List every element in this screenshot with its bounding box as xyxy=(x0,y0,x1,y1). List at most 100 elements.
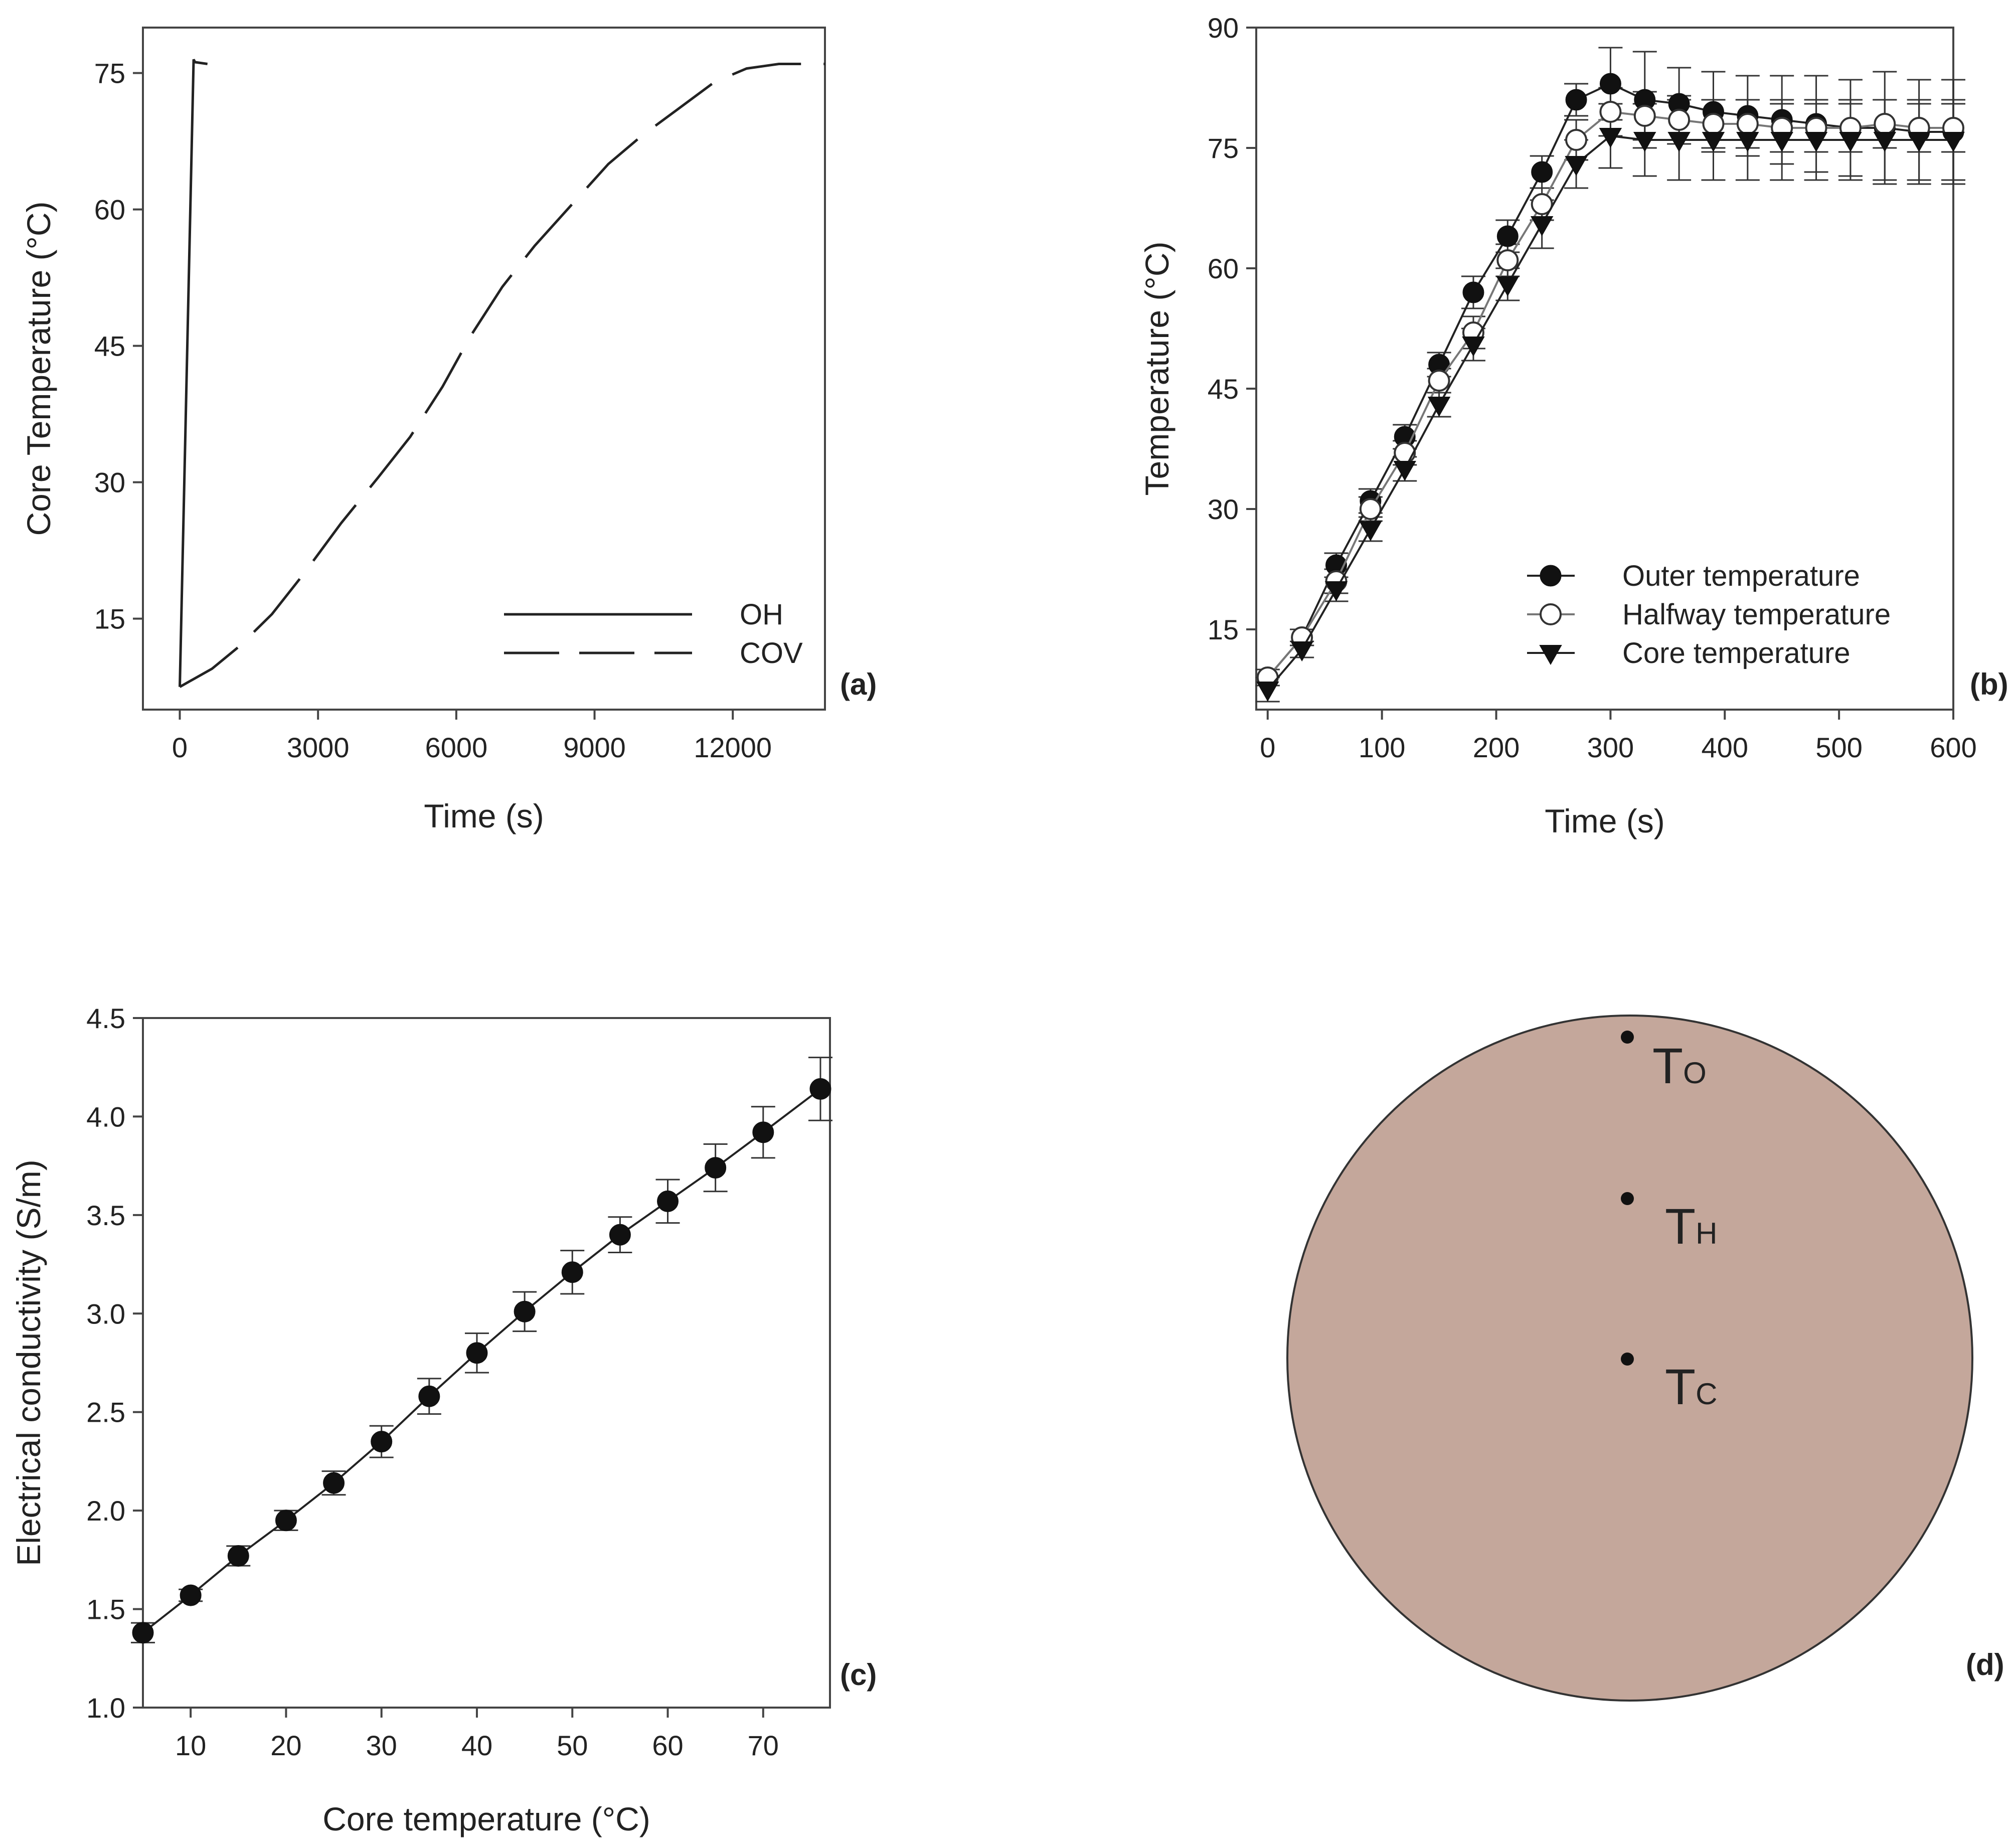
plot-frame-b xyxy=(1255,27,1954,711)
y-axis-title-a: Core Temperature (°C) xyxy=(20,201,57,536)
data-point-core xyxy=(1462,337,1485,357)
data-point-conductivity xyxy=(418,1385,440,1407)
x-axis-title-b: Time (s) xyxy=(1545,802,1665,839)
panel-label-c: (c) xyxy=(840,1658,877,1692)
data-point-conductivity xyxy=(275,1509,297,1532)
legend-marker-outer xyxy=(1540,565,1562,587)
data-point-conductivity xyxy=(609,1224,631,1246)
data-point-halfway xyxy=(1496,249,1519,271)
data-point-conductivity xyxy=(705,1157,727,1179)
legend-label-halfway: Halfway temperature xyxy=(1622,598,1891,631)
x-tick-label-c: 10 xyxy=(175,1730,206,1761)
panel-d-sensor-diagram: TO TH TC (d) xyxy=(1286,1015,2004,1702)
data-point-halfway xyxy=(1633,105,1656,127)
legend-label-core: Core temperature xyxy=(1622,637,1851,669)
data-point-core xyxy=(1667,132,1691,152)
x-tick-label-a: 6000 xyxy=(425,732,488,763)
y-tick-label-c: 1.5 xyxy=(86,1594,125,1625)
x-tick-label-c: 30 xyxy=(366,1730,397,1761)
data-point-core xyxy=(1359,521,1382,542)
y-tick-label-c: 4.0 xyxy=(86,1101,125,1132)
x-tick-label-a: 0 xyxy=(172,732,188,763)
x-tick-label-c: 60 xyxy=(652,1730,683,1761)
data-point-halfway xyxy=(1394,442,1416,464)
data-point-core xyxy=(1736,132,1759,152)
legend-b: Outer temperature Halfway temperature Core… xyxy=(1527,560,1891,669)
x-axis-title-c: Core temperature (°C) xyxy=(322,1800,650,1837)
data-point-core xyxy=(1427,397,1451,417)
y-tick-label-a: 60 xyxy=(94,194,125,226)
sensor-label-core: TC xyxy=(1665,1359,1717,1415)
y-tick-label-b: 15 xyxy=(1208,614,1239,645)
panel-d-label: (d) xyxy=(1966,1648,2004,1682)
legend-label-cov: COV xyxy=(740,637,803,669)
data-point-core xyxy=(1324,581,1348,602)
data-point-core xyxy=(1804,132,1828,152)
x-tick-label-b: 500 xyxy=(1815,732,1862,763)
data-point-conductivity xyxy=(132,1622,154,1644)
series-line-cov xyxy=(179,63,825,688)
y-tick-label-c: 2.5 xyxy=(86,1397,125,1428)
data-point-core xyxy=(1907,132,1931,152)
sensor-point-core xyxy=(1621,1353,1634,1366)
legend-marker-core xyxy=(1539,645,1562,665)
panel-a-line-chart: 0 3000 6000 9000 12000 15 30 45 60 75 Time (s) Core… xyxy=(20,27,877,834)
series-line-halfway xyxy=(1267,110,1953,679)
y-tick-label-b: 75 xyxy=(1208,132,1239,164)
data-point-conductivity xyxy=(323,1472,345,1494)
y-axis-title-b: Temperature (°C) xyxy=(1138,242,1176,496)
data-point-conductivity xyxy=(180,1584,202,1606)
x-tick-label-c: 50 xyxy=(557,1730,588,1761)
data-point-halfway xyxy=(1531,193,1553,215)
data-point-halfway xyxy=(1359,498,1382,520)
x-tick-label-b: 600 xyxy=(1930,732,1976,763)
x-tick-label-c: 20 xyxy=(270,1730,301,1761)
x-tick-label-a: 3000 xyxy=(287,732,350,763)
data-point-core xyxy=(1873,132,1896,152)
legend-marker-halfway xyxy=(1540,603,1562,625)
data-point-core xyxy=(1839,132,1862,152)
data-point-conductivity xyxy=(371,1431,393,1453)
data-point-core xyxy=(1702,132,1725,152)
y-tick-label-a: 15 xyxy=(94,603,125,635)
y-tick-label-c: 2.0 xyxy=(86,1495,125,1527)
y-tick-label-c: 3.0 xyxy=(86,1298,125,1329)
data-point-halfway xyxy=(1702,113,1725,135)
y-tick-label-a: 30 xyxy=(94,467,125,498)
data-point-halfway xyxy=(1428,370,1450,392)
data-point-core xyxy=(1633,132,1656,152)
data-point-conductivity xyxy=(752,1121,774,1143)
data-point-conductivity xyxy=(561,1261,583,1283)
x-tick-label-a: 12000 xyxy=(694,732,772,763)
data-point-core xyxy=(1565,156,1588,177)
y-tick-label-b: 60 xyxy=(1208,253,1239,284)
data-point-conductivity xyxy=(466,1342,488,1364)
data-point-core xyxy=(1530,216,1554,237)
x-axis-title-a: Time (s) xyxy=(424,797,544,834)
panel-b-line-chart: 0 100 200 300 400 500 600 15 30 45 60 75 90 Time (s) T… xyxy=(1138,12,2008,839)
sensor-point-halfway xyxy=(1621,1192,1634,1205)
y-tick-label-c: 1.0 xyxy=(86,1692,125,1724)
x-tick-label-b: 100 xyxy=(1359,732,1405,763)
data-point-outer xyxy=(1599,73,1621,95)
data-point-core xyxy=(1496,276,1520,297)
y-tick-label-c: 4.5 xyxy=(86,1002,125,1034)
y-tick-label-b: 90 xyxy=(1208,12,1239,44)
data-point-core xyxy=(1290,641,1313,662)
data-point-conductivity xyxy=(514,1300,536,1322)
data-point-outer xyxy=(1496,225,1519,247)
data-point-conductivity xyxy=(809,1078,831,1100)
plot-frame-a xyxy=(142,27,826,711)
sensor-point-outer xyxy=(1621,1031,1634,1044)
panel-c-line-chart: 10 20 30 40 50 60 70 1.0 1.5 2.0 2.5 3.0 3.5 4.0 4.5 Co… xyxy=(10,1002,877,1837)
data-point-outer xyxy=(1565,89,1587,111)
data-point-core xyxy=(1393,461,1416,481)
data-point-halfway xyxy=(1874,113,1896,135)
data-point-halfway xyxy=(1599,101,1622,123)
sensor-label-outer: TO xyxy=(1652,1038,1707,1094)
data-point-core xyxy=(1599,128,1622,148)
legend-label-outer: Outer temperature xyxy=(1622,560,1860,592)
x-tick-label-a: 9000 xyxy=(563,732,626,763)
x-tick-label-b: 200 xyxy=(1473,732,1520,763)
